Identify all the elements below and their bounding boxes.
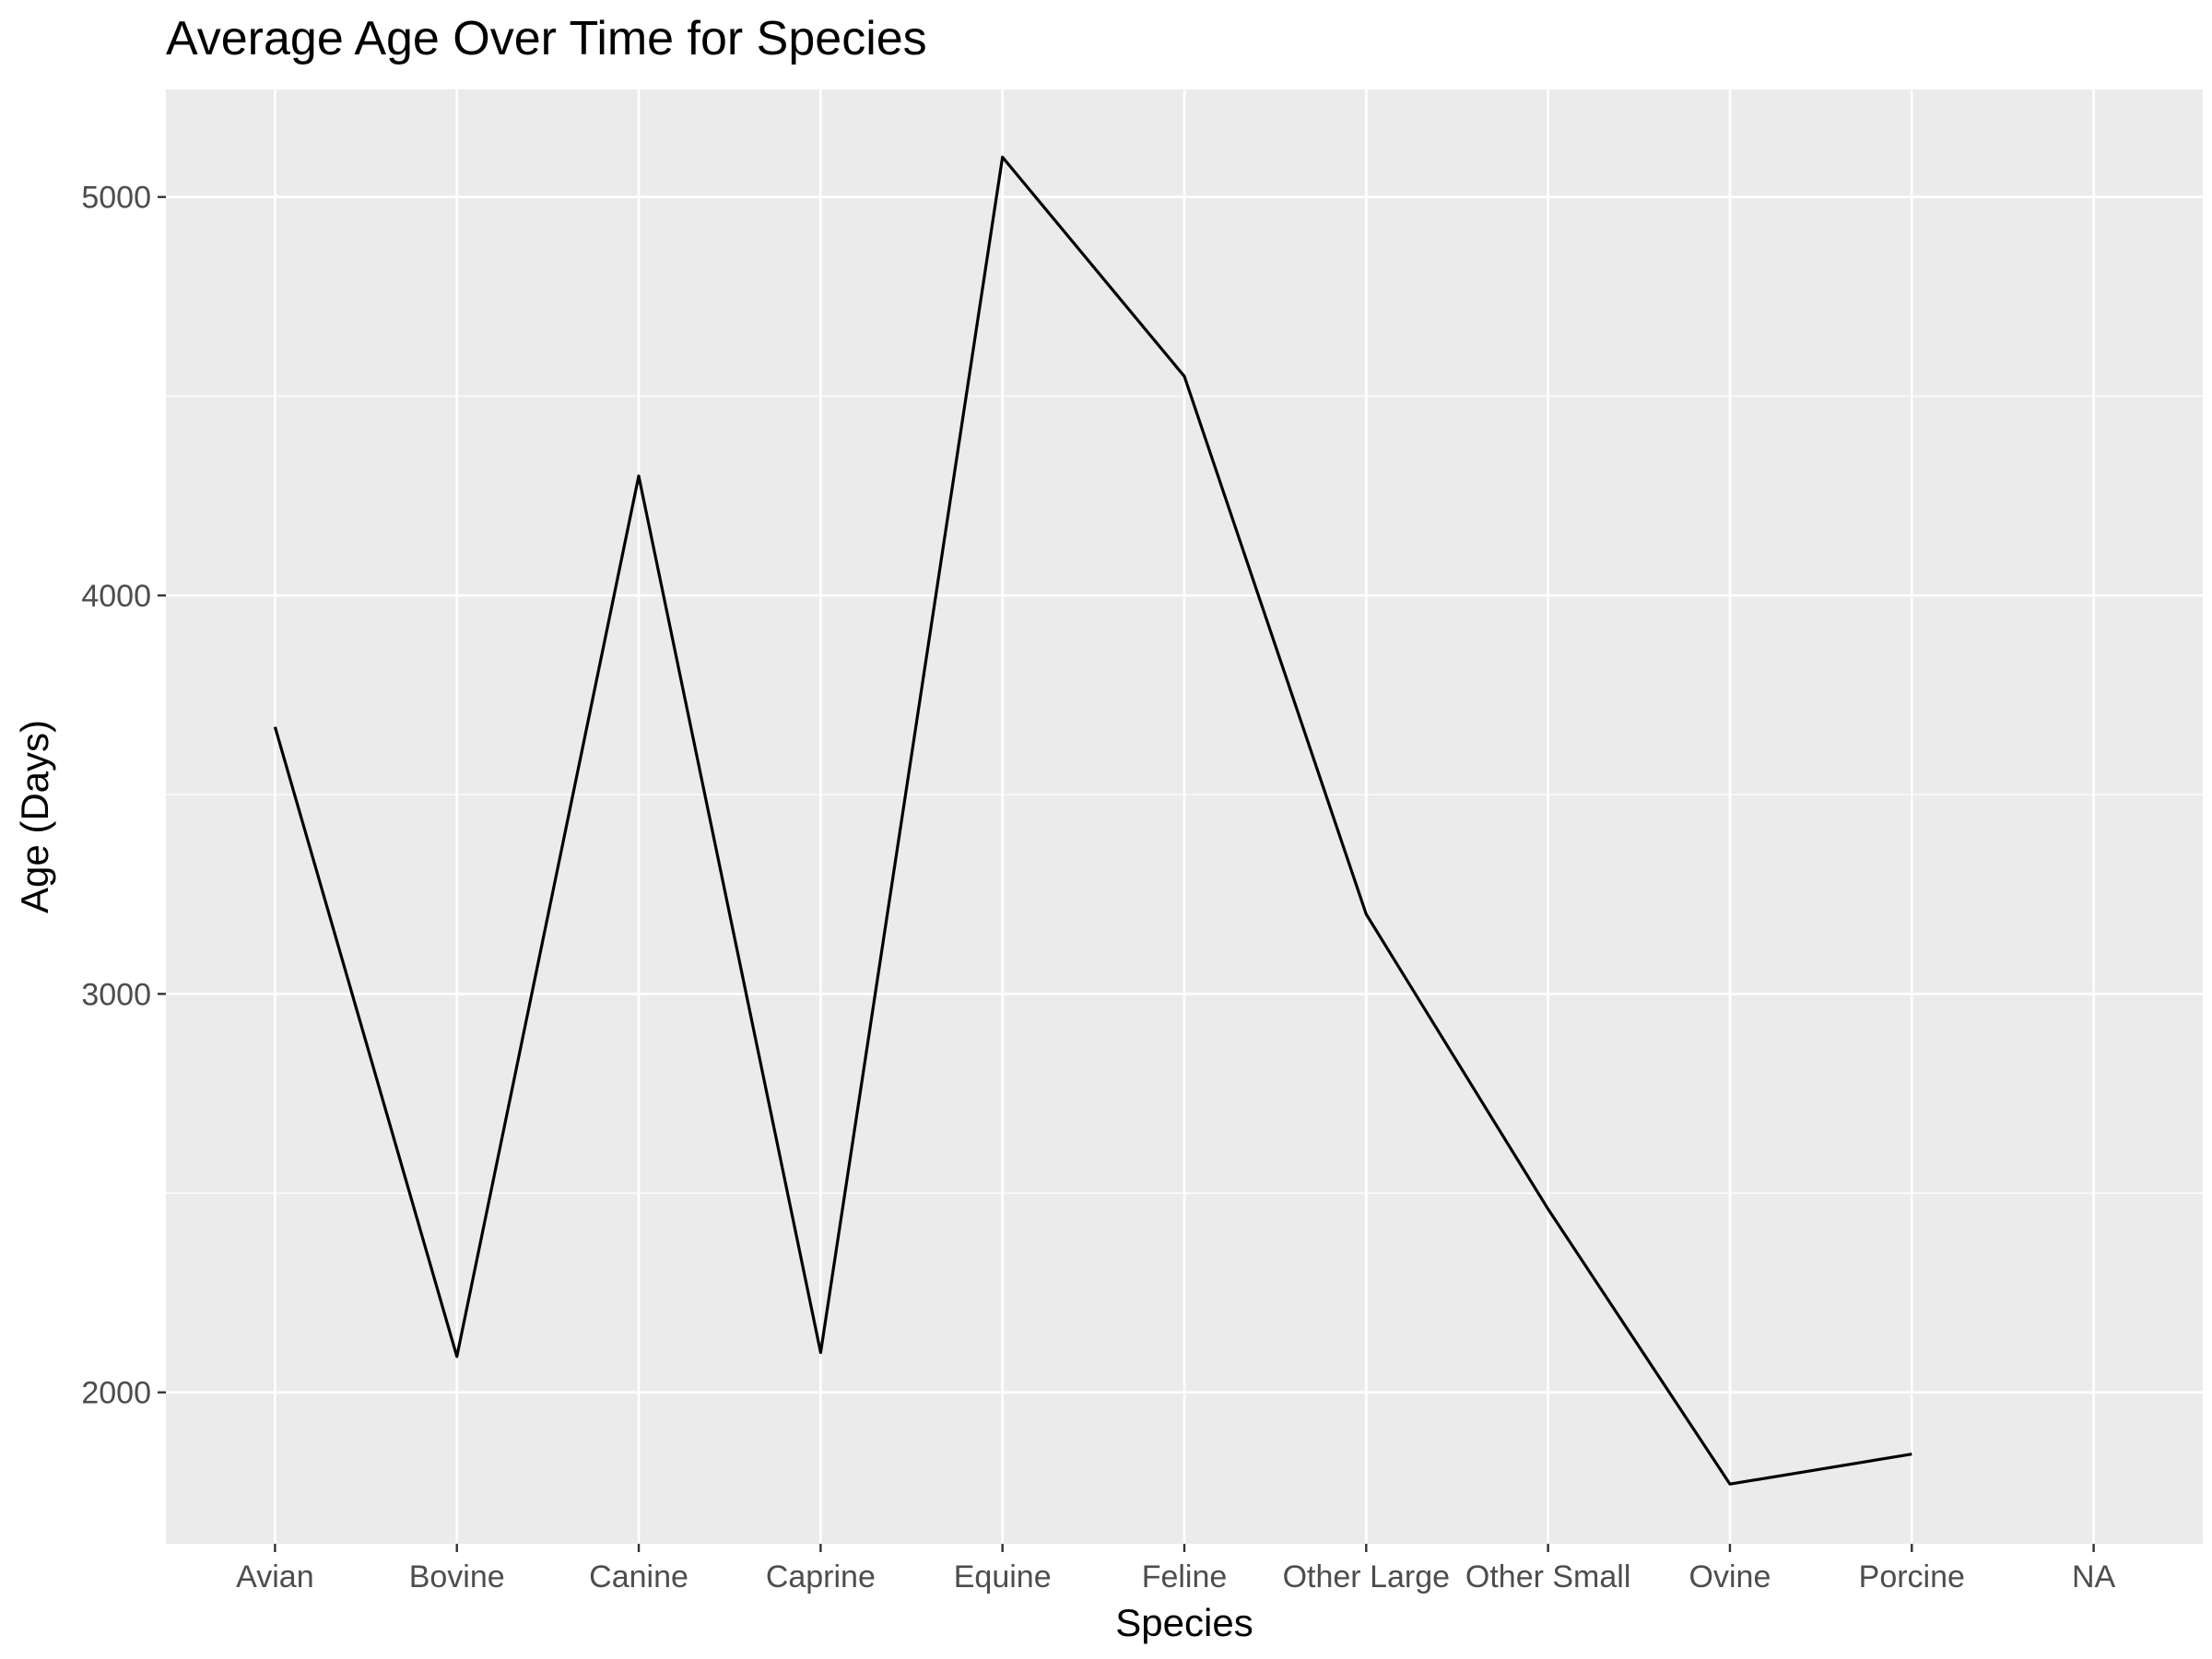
series-line [273, 155, 1912, 1486]
y-tick-label: 5000 [81, 181, 151, 216]
x-tick-label: Other Small [1465, 1559, 1631, 1594]
x-tick-label: Other Large [1283, 1559, 1450, 1594]
x-tick-label: Porcine [1859, 1559, 1965, 1594]
x-tick-label: Bovine [409, 1559, 505, 1594]
x-axis-ticks: Avian Bovine Canine Caprine Equine Feline Othe… [236, 1544, 2116, 1594]
y-tick-label: 2000 [81, 1376, 151, 1411]
y-axis-ticks: 2000 3000 4000 5000 [81, 181, 166, 1411]
y-tick-label: 4000 [81, 579, 151, 614]
y-axis-title: Age (Days) [13, 720, 56, 913]
x-tick-label: Caprine [766, 1559, 876, 1594]
chart-title: Average Age Over Time for Species [166, 12, 927, 65]
x-tick-label: Ovine [1689, 1559, 1771, 1594]
x-axis-title: Species [1115, 1601, 1253, 1644]
x-tick-label: Feline [1142, 1559, 1228, 1594]
major-gridlines [166, 89, 2203, 1544]
x-tick-label: NA [2072, 1559, 2116, 1594]
x-tick-label: Avian [236, 1559, 313, 1594]
x-tick-label: Equine [954, 1559, 1052, 1594]
x-tick-label: Canine [589, 1559, 688, 1594]
series-layer [273, 155, 1912, 1486]
y-tick-label: 3000 [81, 977, 151, 1012]
